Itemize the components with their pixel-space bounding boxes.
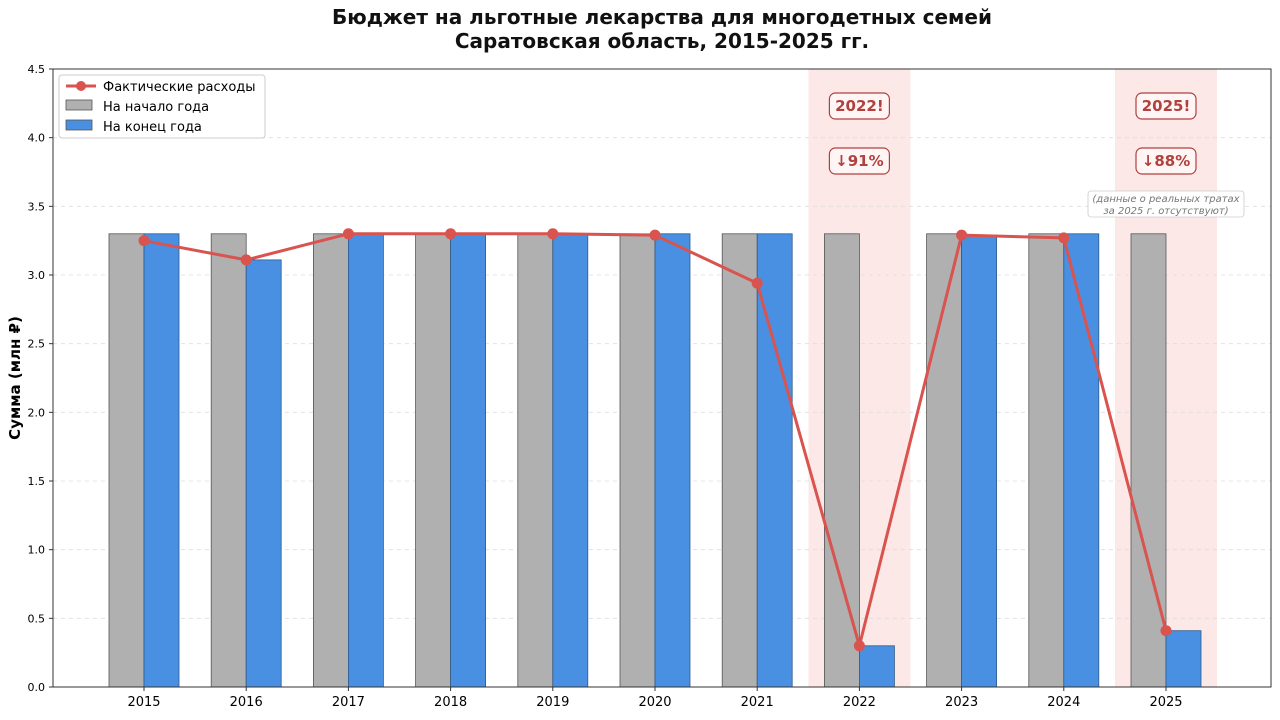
x-tick-label-2020: 2020 (638, 695, 671, 710)
point-actual-2024 (1058, 232, 1070, 244)
bars-layer (108, 233, 1202, 688)
bar-start-2022 (824, 233, 860, 688)
y-tick-label: 3.5 (28, 200, 46, 213)
plot-frame (52, 68, 1272, 688)
legend-swatch-end (65, 119, 93, 131)
y-tick-label: 0.0 (28, 681, 46, 694)
x-tick-label-2016: 2016 (230, 695, 263, 710)
bar-start-2017 (312, 233, 349, 688)
chart-title-line2: Саратовская область, 2015-2025 гг. (455, 29, 869, 53)
x-tick-label-2023: 2023 (945, 695, 978, 710)
note-line2-2025: за 2025 г. отсутствуют) (1103, 206, 1228, 217)
legend-label-end: На конец года (103, 120, 202, 135)
legend-line-marker (76, 81, 86, 91)
bar-start-2015 (108, 233, 145, 688)
badge-change-2025: ↓88% (1142, 152, 1190, 170)
badge-year-2025-box (1135, 92, 1197, 120)
point-actual-2017 (342, 228, 354, 240)
point-actual-2023 (956, 229, 968, 241)
y-tick-label: 2.5 (28, 338, 46, 351)
bar-start-2016 (210, 233, 247, 688)
note-line1-2025: (данные о реальных тратах (1092, 194, 1239, 205)
bar-end-2016 (245, 259, 282, 688)
badge-year-2022: 2022! (835, 97, 884, 115)
bar-start-2020 (619, 233, 656, 688)
chart-title-line1: Бюджет на льготные лекарства для многоде… (332, 5, 992, 29)
point-actual-2019 (547, 228, 559, 240)
bar-end-2022 (859, 645, 895, 688)
bar-end-2018 (450, 233, 487, 688)
bar-end-2019 (552, 233, 589, 688)
x-tick-label-2015: 2015 (127, 695, 160, 710)
x-tick-label-2018: 2018 (434, 695, 467, 710)
y-tick-label: 4.0 (28, 132, 46, 145)
x-tick-label-2017: 2017 (332, 695, 365, 710)
bar-start-2019 (517, 233, 554, 688)
y-tick-label: 1.0 (28, 544, 46, 557)
bar-start-2018 (415, 233, 452, 688)
x-ticks: 2015 2016 2017 2018 2019 2020 2021 2022 2023 2024… (127, 687, 1183, 710)
point-actual-2015 (138, 235, 150, 247)
badge-year-2025: 2025! (1142, 97, 1191, 115)
bar-end-2020 (654, 233, 691, 688)
badge-change-2022-box (828, 147, 891, 175)
bar-start-2021 (721, 233, 758, 688)
x-tick-label-2019: 2019 (536, 695, 569, 710)
bar-start-2025 (1130, 233, 1167, 688)
note-box-2025 (1087, 190, 1245, 218)
badge-change-2025-box (1135, 147, 1197, 175)
point-actual-2016 (240, 254, 252, 266)
y-axis-label: Сумма (млн ₽) (6, 316, 24, 440)
y-tick-label: 4.5 (28, 63, 46, 76)
bar-end-2015 (143, 233, 180, 688)
annotations: 2022! ↓91% 2025! ↓88% (данные о реальных тра… (828, 92, 1245, 218)
y-tick-label: 1.5 (28, 475, 46, 488)
point-actual-2018 (445, 228, 457, 240)
point-actual-2022 (853, 640, 865, 652)
x-tick-label-2025: 2025 (1149, 695, 1182, 710)
x-tick-label-2021: 2021 (741, 695, 774, 710)
legend-swatch-start (65, 99, 93, 111)
legend-box (58, 74, 266, 139)
x-tick-label-2024: 2024 (1047, 695, 1080, 710)
badge-change-2022: ↓91% (835, 152, 883, 170)
bar-end-2023 (961, 234, 997, 688)
x-tick-label-2022: 2022 (843, 695, 876, 710)
point-actual-2021 (751, 277, 763, 289)
legend: Фактические расходы На начало года На ко… (58, 74, 266, 139)
y-tick-label: 2.0 (28, 406, 46, 419)
badge-year-2022-box (828, 92, 891, 120)
point-actual-2025 (1160, 625, 1172, 637)
bar-start-2024 (1028, 233, 1065, 688)
legend-label-actual: Фактические расходы (103, 80, 256, 95)
bar-end-2017 (347, 233, 384, 688)
y-ticks: 0.0 0.5 1.0 1.5 2.0 2.5 3.0 3.5 4.0 4.5 (28, 63, 53, 694)
y-tick-label: 0.5 (28, 612, 46, 625)
legend-label-start: На начало года (103, 100, 209, 115)
bar-end-2025 (1165, 630, 1202, 688)
line-layer (138, 228, 1172, 652)
point-actual-2020 (649, 229, 661, 241)
y-tick-label: 3.0 (28, 269, 46, 282)
